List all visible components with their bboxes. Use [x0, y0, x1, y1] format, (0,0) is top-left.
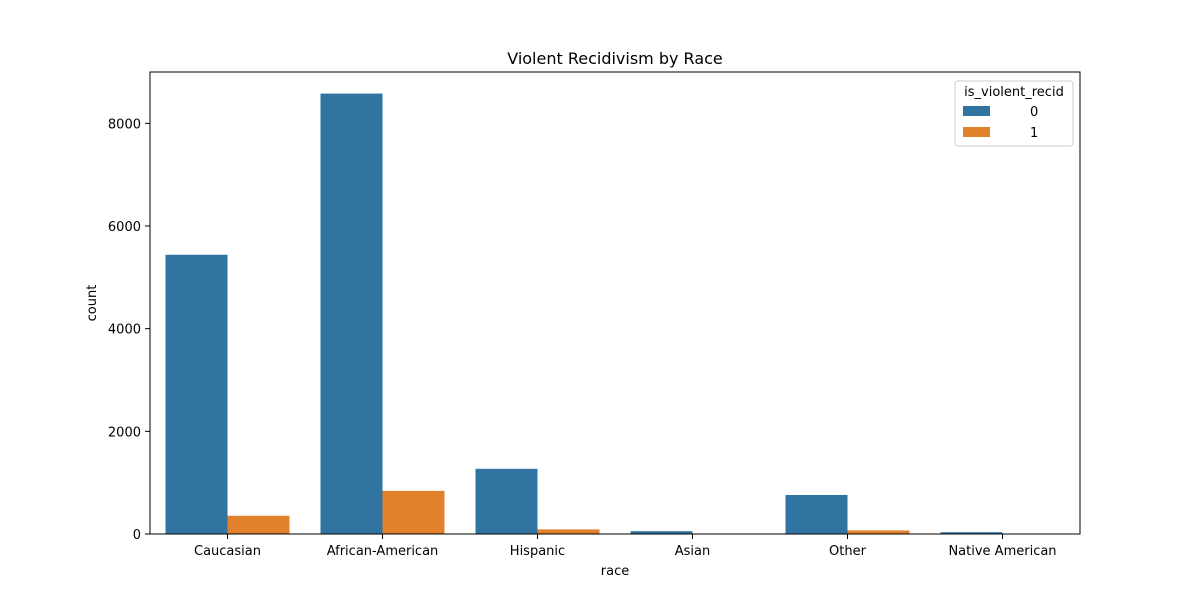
bar-african-american-series-1	[382, 490, 445, 534]
bar-native-american-series-0	[940, 532, 1003, 534]
bar-asian-series-0	[630, 531, 693, 534]
bar-hispanic-series-1	[537, 529, 600, 534]
y-tick-label: 0	[133, 528, 141, 543]
x-tick-label: Caucasian	[194, 544, 261, 559]
y-tick-label: 6000	[108, 220, 141, 235]
legend-label-0: 0	[1030, 105, 1038, 120]
bar-caucasian-series-1	[227, 515, 290, 534]
chart-title: Violent Recidivism by Race	[507, 49, 723, 68]
legend-swatch-1	[963, 127, 990, 137]
y-tick-label: 4000	[108, 323, 141, 338]
bar-other-series-1	[847, 530, 910, 534]
bar-caucasian-series-0	[165, 254, 228, 534]
x-tick-label: Native American	[948, 544, 1056, 559]
legend-label-1: 1	[1030, 126, 1038, 141]
x-tick-label: Asian	[675, 544, 710, 559]
y-tick-label: 8000	[108, 117, 141, 132]
x-tick-label: African-American	[327, 544, 439, 559]
y-axis-label: count	[85, 285, 100, 322]
legend-title: is_violent_recid	[964, 85, 1064, 100]
legend: is_violent_recid 0 1	[954, 80, 1074, 147]
legend-swatch-0	[963, 106, 990, 116]
x-axis-label: race	[601, 564, 629, 579]
x-tick-label: Other	[829, 544, 867, 559]
plot-area	[165, 93, 1065, 534]
x-tick-label: Hispanic	[510, 544, 565, 559]
axes-frame	[149, 71, 1081, 535]
bar-other-series-0	[785, 494, 848, 534]
y-tick-label: 2000	[108, 425, 141, 440]
bar-hispanic-series-0	[475, 468, 538, 534]
bar-african-american-series-0	[320, 93, 383, 534]
